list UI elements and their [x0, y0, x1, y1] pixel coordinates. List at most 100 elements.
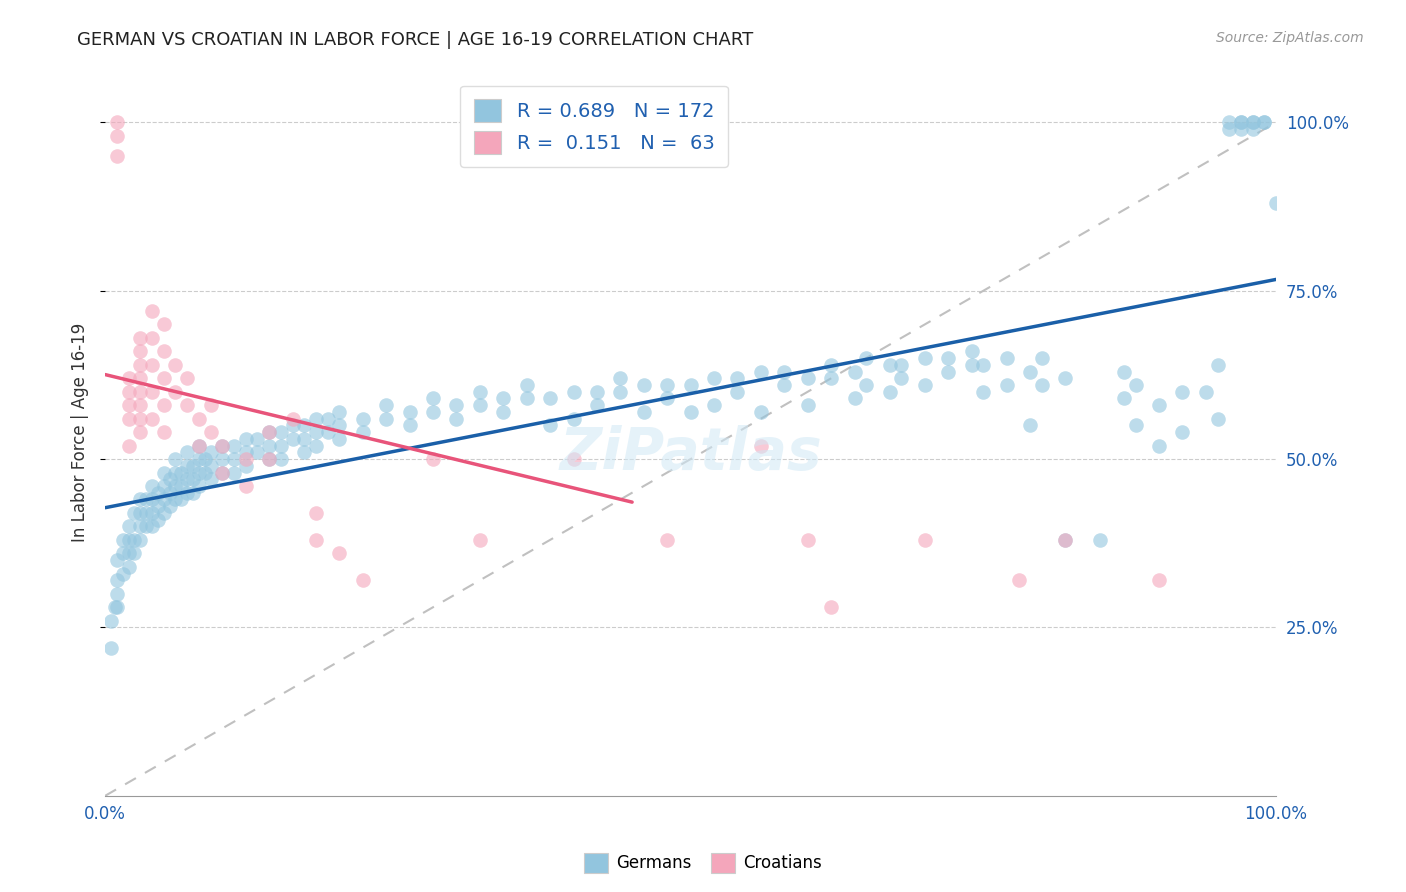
Point — [141, 358, 163, 372]
Point — [124, 546, 146, 560]
Point — [257, 452, 280, 467]
Point — [1206, 411, 1229, 425]
Point — [165, 452, 187, 467]
Point — [1241, 122, 1264, 136]
Point — [1112, 365, 1135, 379]
Point — [609, 384, 631, 399]
Point — [1241, 115, 1264, 129]
Point — [141, 384, 163, 399]
Point — [820, 600, 842, 615]
Text: Source: ZipAtlas.com: Source: ZipAtlas.com — [1216, 31, 1364, 45]
Point — [117, 384, 139, 399]
Point — [152, 479, 174, 493]
Point — [129, 371, 152, 385]
Point — [855, 351, 877, 365]
Point — [1125, 418, 1147, 433]
Point — [129, 506, 152, 520]
Point — [468, 384, 491, 399]
Point — [200, 472, 222, 486]
Point — [176, 445, 198, 459]
Point — [117, 519, 139, 533]
Point — [305, 439, 328, 453]
Point — [211, 466, 233, 480]
Point — [1253, 115, 1275, 129]
Point — [117, 546, 139, 560]
Point — [820, 371, 842, 385]
Point — [890, 358, 912, 372]
Point — [1218, 115, 1240, 129]
Point — [135, 492, 157, 507]
Point — [1031, 351, 1053, 365]
Point — [1031, 378, 1053, 392]
Point — [879, 384, 901, 399]
Point — [516, 378, 538, 392]
Point — [633, 378, 655, 392]
Point — [181, 472, 204, 486]
Point — [538, 418, 561, 433]
Point — [796, 371, 818, 385]
Point — [352, 574, 374, 588]
Point — [200, 398, 222, 412]
Point — [176, 458, 198, 473]
Point — [152, 318, 174, 332]
Point — [855, 378, 877, 392]
Point — [270, 439, 292, 453]
Point — [194, 452, 217, 467]
Point — [270, 425, 292, 439]
Point — [176, 485, 198, 500]
Text: GERMAN VS CROATIAN IN LABOR FORCE | AGE 16-19 CORRELATION CHART: GERMAN VS CROATIAN IN LABOR FORCE | AGE … — [77, 31, 754, 49]
Point — [117, 533, 139, 547]
Point — [222, 466, 245, 480]
Point — [749, 439, 772, 453]
Point — [562, 452, 585, 467]
Point — [820, 358, 842, 372]
Point — [105, 587, 128, 601]
Point — [235, 452, 257, 467]
Point — [844, 365, 866, 379]
Point — [117, 439, 139, 453]
Point — [141, 304, 163, 318]
Point — [844, 392, 866, 406]
Point — [1265, 196, 1288, 211]
Point — [246, 445, 269, 459]
Point — [914, 378, 936, 392]
Point — [152, 466, 174, 480]
Point — [305, 411, 328, 425]
Point — [211, 452, 233, 467]
Point — [292, 445, 315, 459]
Point — [446, 398, 468, 412]
Point — [375, 411, 398, 425]
Point — [492, 405, 515, 419]
Point — [222, 452, 245, 467]
Point — [200, 425, 222, 439]
Point — [105, 149, 128, 163]
Point — [292, 418, 315, 433]
Point — [1230, 122, 1253, 136]
Point — [105, 128, 128, 143]
Point — [352, 411, 374, 425]
Point — [111, 533, 134, 547]
Point — [1147, 398, 1170, 412]
Point — [1147, 439, 1170, 453]
Point — [749, 365, 772, 379]
Point — [187, 466, 209, 480]
Point — [246, 432, 269, 446]
Point — [914, 533, 936, 547]
Point — [562, 384, 585, 399]
Point — [703, 398, 725, 412]
Point — [141, 411, 163, 425]
Point — [117, 371, 139, 385]
Point — [328, 432, 350, 446]
Point — [165, 479, 187, 493]
Point — [1125, 378, 1147, 392]
Point — [152, 398, 174, 412]
Point — [749, 405, 772, 419]
Point — [281, 411, 304, 425]
Point — [117, 411, 139, 425]
Point — [1019, 365, 1042, 379]
Point — [657, 378, 679, 392]
Point — [960, 358, 983, 372]
Point — [468, 398, 491, 412]
Point — [890, 371, 912, 385]
Point — [657, 392, 679, 406]
